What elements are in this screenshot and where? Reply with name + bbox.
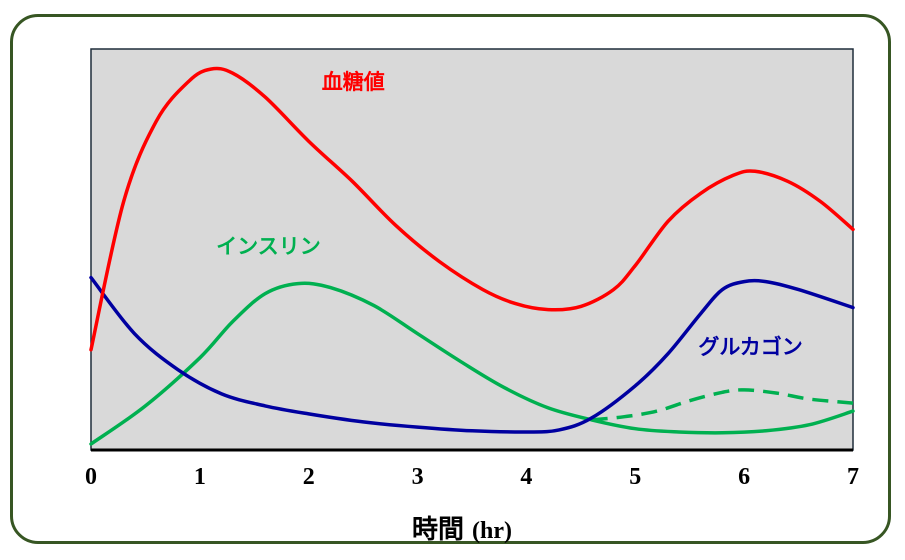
- x-axis-title: 時間 (hr): [412, 515, 512, 545]
- x-tick-label-1: 1: [194, 464, 206, 490]
- series-line-0: [89, 66, 855, 352]
- series-line-2: [591, 388, 854, 422]
- series-layer: [89, 66, 855, 446]
- x-tick-label-4: 4: [520, 464, 532, 490]
- series-line-3: [89, 275, 855, 434]
- x-axis-title-text: 時間: [412, 515, 464, 545]
- x-tick-label-0: 0: [85, 464, 97, 490]
- series-label-2: グルカゴン: [698, 335, 802, 359]
- plot-area: [90, 48, 854, 451]
- x-tick-label-3: 3: [412, 464, 424, 490]
- series-label-1: インスリン: [216, 235, 321, 259]
- x-tick-label-7: 7: [847, 464, 859, 490]
- x-tick-label-5: 5: [629, 464, 641, 490]
- series-label-0: 血糖値: [322, 70, 385, 94]
- series-line-1: [89, 281, 855, 446]
- x-tick-label-2: 2: [303, 464, 315, 490]
- x-axis-title-unit: (hr): [472, 518, 512, 544]
- x-tick-label-6: 6: [738, 464, 750, 490]
- x-tick-layer: 0 1 2 3 4 5 6 7: [85, 464, 859, 490]
